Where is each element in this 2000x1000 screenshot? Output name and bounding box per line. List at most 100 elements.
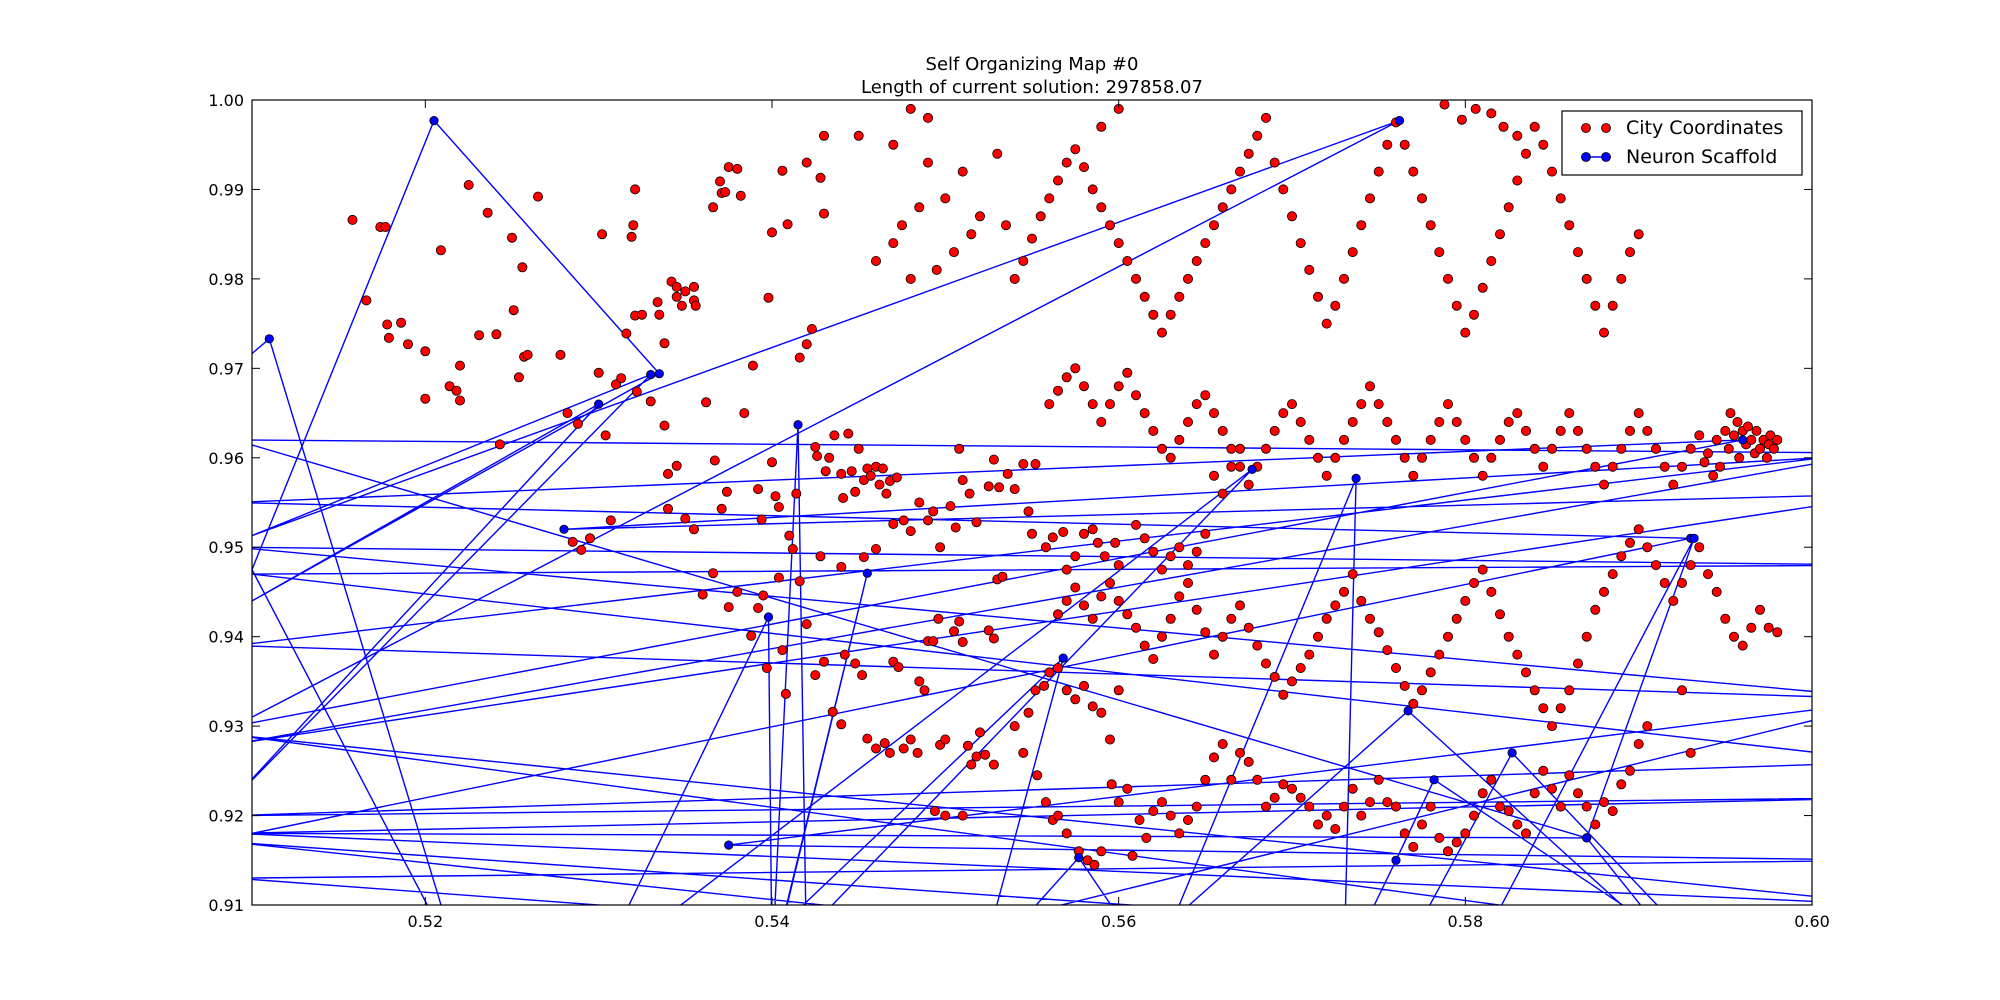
city-point <box>819 130 830 141</box>
city-point <box>820 466 831 477</box>
y-tick-label: 0.99 <box>208 180 244 199</box>
city-point <box>773 501 784 512</box>
city-point <box>1148 806 1159 817</box>
city-point <box>850 486 861 497</box>
city-point <box>1590 461 1601 472</box>
city-point <box>576 544 587 555</box>
city-point <box>1761 452 1772 463</box>
city-point <box>1512 649 1523 660</box>
city-point <box>1486 774 1497 785</box>
city-point <box>1183 416 1194 427</box>
city-point <box>444 381 455 392</box>
city-point <box>1226 184 1237 195</box>
city-point <box>1235 461 1246 472</box>
city-point <box>1235 747 1246 758</box>
city-point <box>1235 443 1246 454</box>
city-point <box>1590 819 1601 830</box>
city-point <box>898 743 909 754</box>
city-point <box>1521 425 1532 436</box>
city-point <box>1659 461 1670 472</box>
city-point <box>1313 452 1324 463</box>
city-point <box>1742 421 1753 432</box>
city-point <box>1625 765 1636 776</box>
city-point <box>1616 443 1627 454</box>
city-point <box>1330 452 1341 463</box>
city-point <box>773 572 784 583</box>
neuron-point <box>654 369 664 379</box>
city-point <box>721 486 732 497</box>
city-point <box>871 743 882 754</box>
city-point <box>782 219 793 230</box>
city-point <box>1321 318 1332 329</box>
city-point <box>1252 130 1263 141</box>
city-point <box>1642 542 1653 553</box>
city-point <box>1373 166 1384 177</box>
city-point <box>1529 685 1540 696</box>
city-point <box>1607 461 1618 472</box>
city-point <box>931 264 942 275</box>
city-point <box>567 536 578 547</box>
city-point <box>1001 220 1012 231</box>
city-point <box>1304 649 1315 660</box>
city-point <box>1399 452 1410 463</box>
city-point <box>1023 707 1034 718</box>
city-point <box>626 231 637 242</box>
city-point <box>1456 114 1467 125</box>
city-point <box>1755 443 1766 454</box>
city-point <box>1032 770 1043 781</box>
city-point <box>1321 810 1332 821</box>
city-point <box>1269 792 1280 803</box>
legend: City Coordinates Neuron Scaffold <box>1561 110 1803 176</box>
city-point <box>1711 586 1722 597</box>
city-point <box>1685 747 1696 758</box>
city-point <box>853 130 864 141</box>
city-point <box>451 385 462 396</box>
city-point <box>1720 425 1731 436</box>
city-point <box>928 636 939 647</box>
city-point <box>1047 532 1058 543</box>
y-tick-label: 0.92 <box>208 807 244 826</box>
city-point <box>1148 425 1159 436</box>
neuron-point <box>1689 533 1699 543</box>
city-point <box>1018 458 1029 469</box>
neuron-point <box>1582 833 1592 843</box>
city-point <box>1030 458 1041 469</box>
city-point <box>1226 443 1237 454</box>
city-point <box>1512 408 1523 419</box>
city-point <box>1252 640 1263 651</box>
city-point <box>1110 537 1121 548</box>
city-point <box>1382 139 1393 150</box>
city-point <box>1382 645 1393 656</box>
city-point <box>533 191 544 202</box>
city-point <box>1165 810 1176 821</box>
city-point <box>1737 640 1748 651</box>
city-point <box>1295 792 1306 803</box>
city-point <box>1699 457 1710 468</box>
city-point <box>819 208 830 219</box>
city-point <box>732 586 743 597</box>
city-point <box>1746 622 1757 633</box>
city-point <box>1538 139 1549 150</box>
city-point <box>791 488 802 499</box>
city-point <box>1347 783 1358 794</box>
city-point <box>1547 783 1558 794</box>
city-point <box>1677 685 1688 696</box>
city-point <box>1122 367 1133 378</box>
city-point <box>997 571 1008 582</box>
city-point <box>1755 604 1766 615</box>
x-tick-label: 0.60 <box>1794 912 1830 931</box>
city-point <box>1113 560 1124 571</box>
city-point <box>1590 300 1601 311</box>
city-point <box>631 386 642 397</box>
city-point <box>708 568 719 579</box>
city-point <box>933 613 944 624</box>
city-point <box>1581 631 1592 642</box>
city-point <box>1625 537 1636 548</box>
city-point <box>928 506 939 517</box>
city-point <box>1122 783 1133 794</box>
city-point <box>1217 631 1228 642</box>
city-point <box>753 603 764 614</box>
city-point <box>1209 649 1220 660</box>
city-point <box>1313 631 1324 642</box>
city-point <box>801 619 812 630</box>
